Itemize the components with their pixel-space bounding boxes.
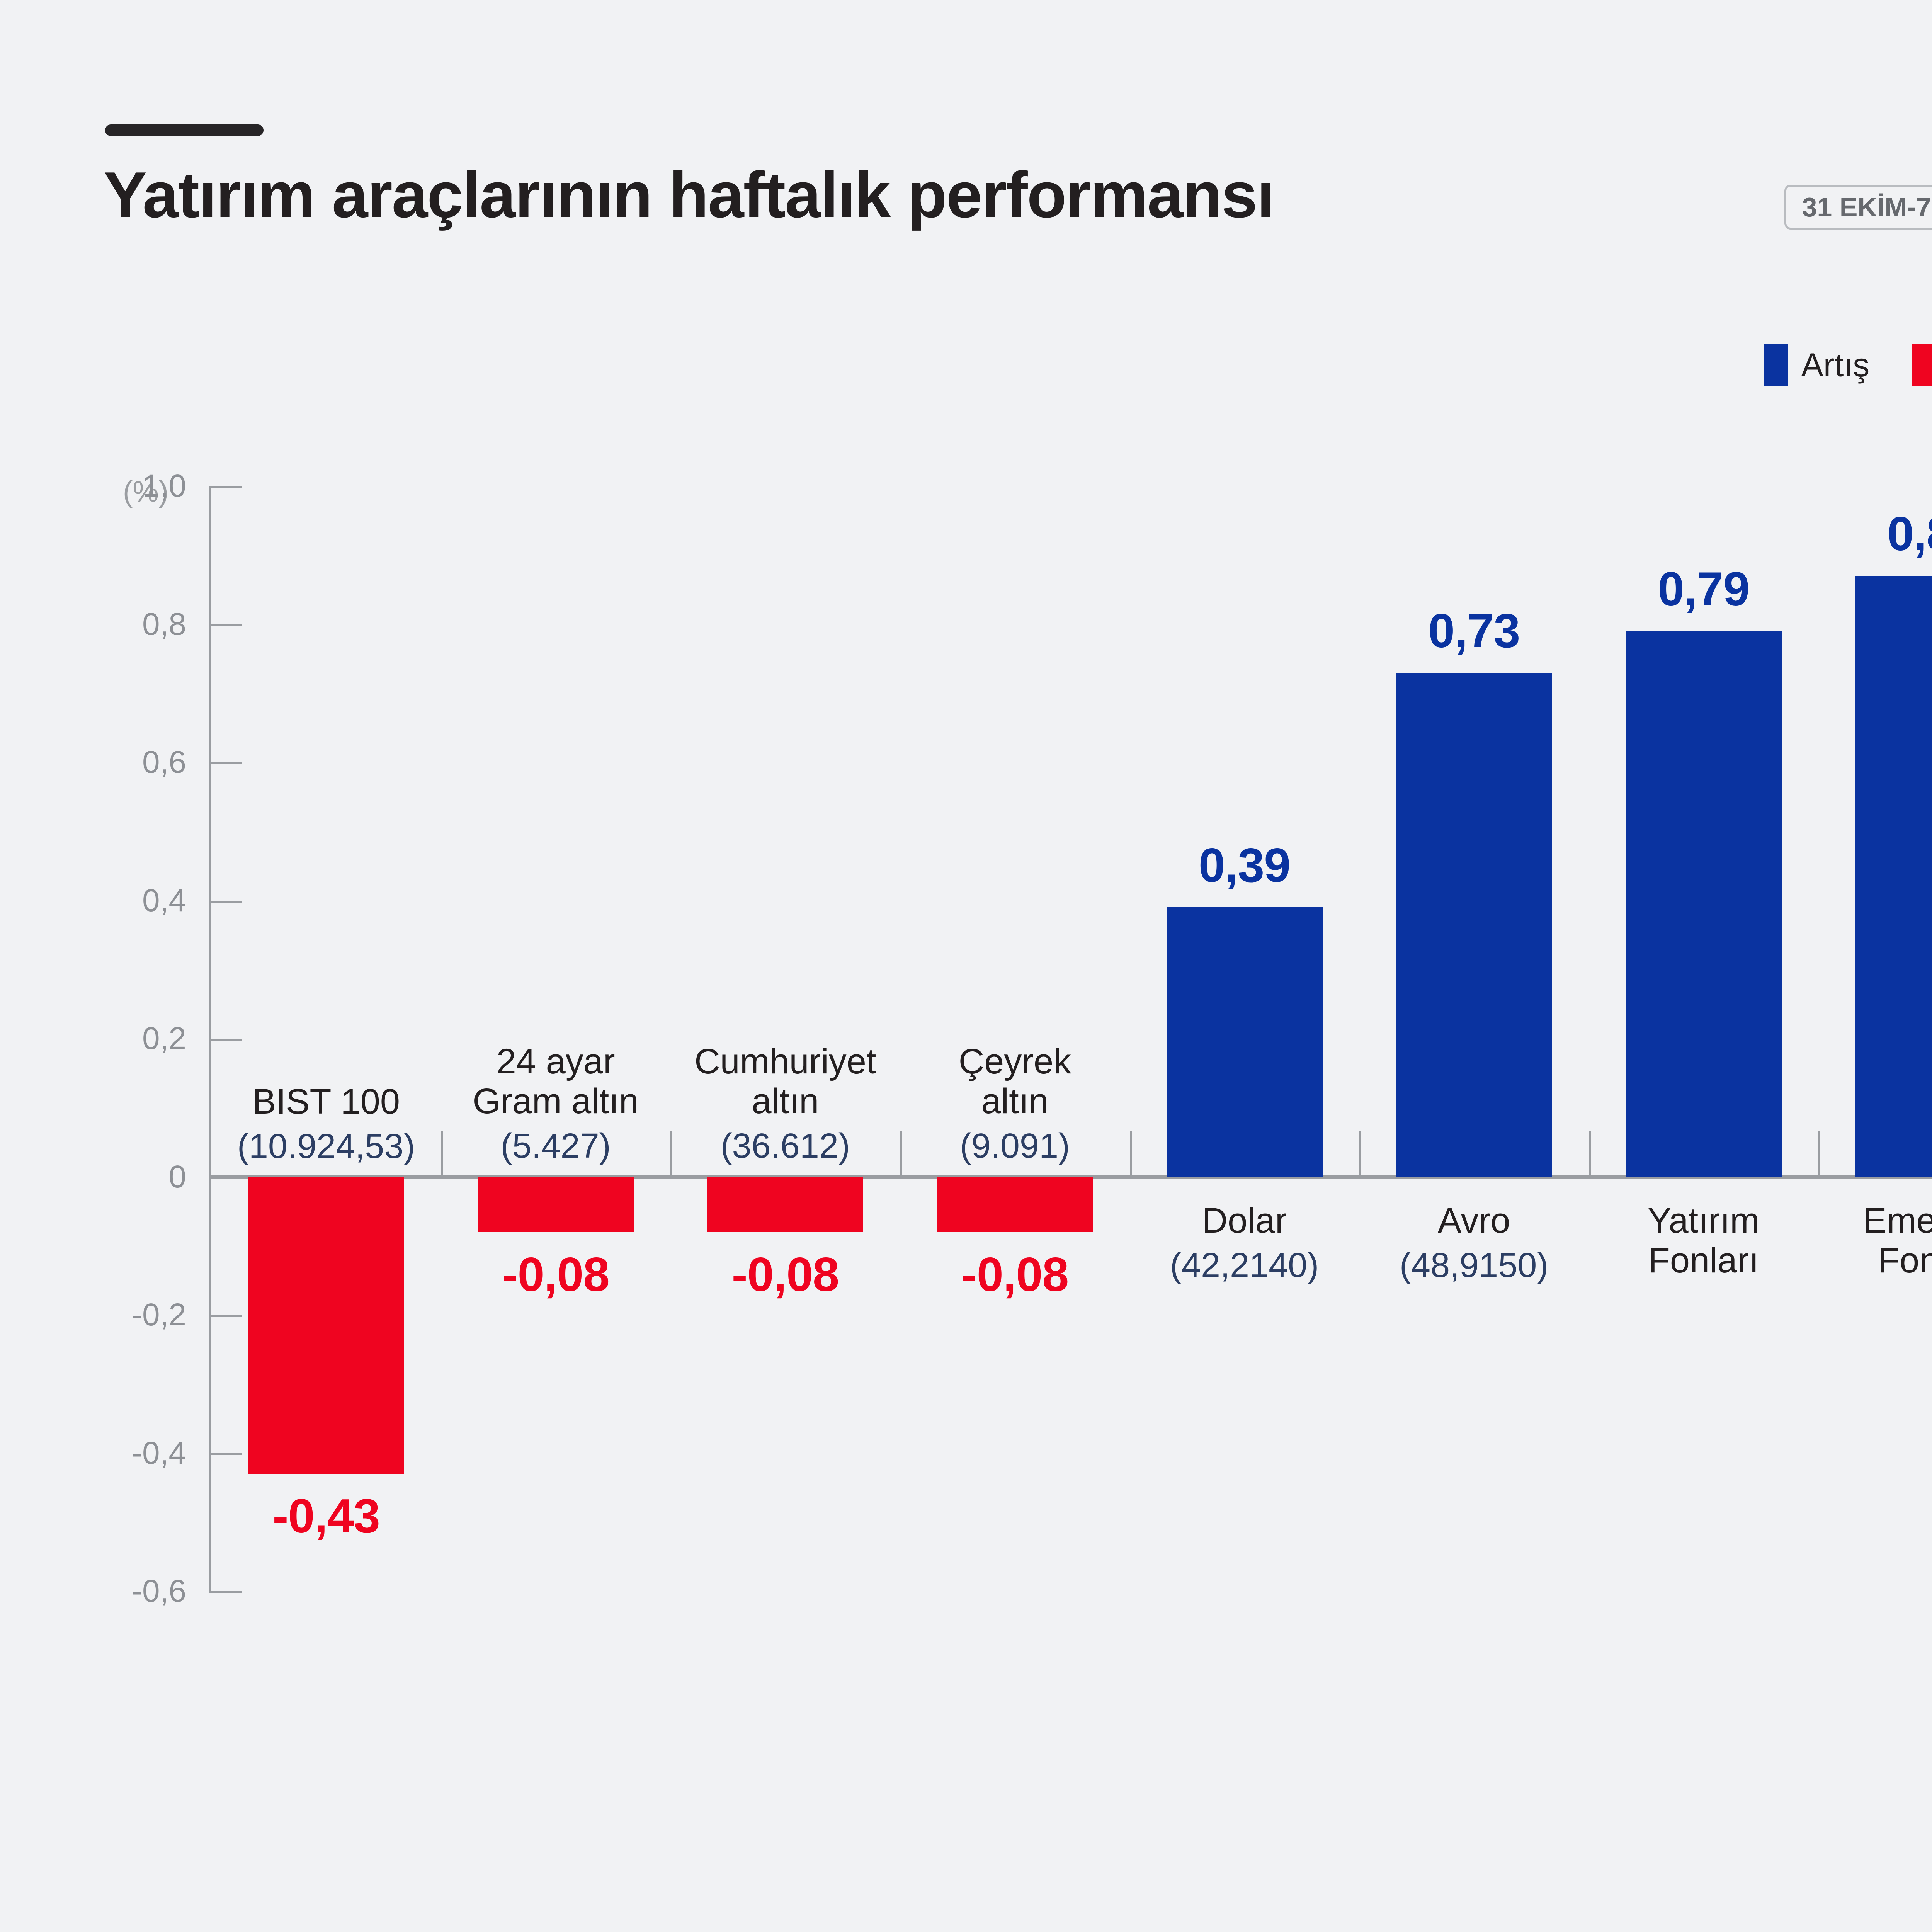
- y-axis-tick-label: -0,6: [131, 1573, 186, 1609]
- y-axis-tick-label: 1,0: [142, 468, 186, 503]
- category-label-name: BIST 100: [252, 1082, 400, 1121]
- y-axis-tick: [209, 1315, 242, 1317]
- chart-legend: Artış Düşüş: [1764, 340, 1932, 390]
- header: Yatırım araçlarının haftalık performansı…: [0, 0, 1932, 286]
- bar-group[interactable]: 0,39 Dolar (42,2140): [1130, 486, 1359, 1591]
- legend-label-artis: Artış: [1801, 347, 1870, 384]
- y-axis-tick: [209, 1453, 242, 1455]
- legend-swatch-icon-dusus: [1912, 344, 1932, 386]
- category-separator: [670, 1131, 673, 1177]
- title-accent-rule: [105, 124, 264, 136]
- bar-group[interactable]: -0,08 Çeyrek altın (9.091): [900, 486, 1129, 1591]
- bar-value-label: -0,08: [961, 1248, 1069, 1301]
- y-axis-tick-label: -0,4: [131, 1435, 186, 1471]
- bar-negative[interactable]: [478, 1177, 634, 1232]
- category-separator: [1818, 1131, 1820, 1177]
- y-axis-unit-label: (%): [123, 475, 169, 508]
- category-label-name: Cumhuriyet altın: [694, 1041, 876, 1121]
- y-axis-tick-label: 0,8: [142, 606, 186, 642]
- category-label-value: (5.427): [500, 1126, 611, 1165]
- y-axis-tick-label: -0,2: [131, 1297, 186, 1332]
- y-axis-tick: [209, 762, 242, 764]
- plot-area: -0,43 BIST 100 (10.924,53) -0,08 24 ayar Gra…: [211, 486, 1932, 1591]
- bar-group[interactable]: -0,43 BIST 100 (10.924,53): [211, 486, 441, 1591]
- legend-swatch-icon-artis: [1764, 344, 1788, 386]
- y-axis-tick: [209, 900, 242, 903]
- bar-group[interactable]: 0,79 Yatırım Fonları: [1589, 486, 1818, 1591]
- y-axis-tick-label: 0,4: [142, 883, 186, 918]
- category-label-name: Avro: [1437, 1201, 1510, 1240]
- bar-positive[interactable]: [1166, 907, 1323, 1177]
- y-axis-tick: [209, 486, 242, 488]
- bar-negative[interactable]: [248, 1177, 405, 1474]
- category-label-name: Dolar: [1202, 1201, 1287, 1240]
- date-range-badge: 31 EKİM-7 KASIM: [1784, 185, 1932, 230]
- bar-positive[interactable]: [1625, 631, 1782, 1177]
- bar-negative[interactable]: [937, 1177, 1093, 1232]
- category-label: Cumhuriyet altın (36.612): [662, 1042, 909, 1166]
- y-axis-tick-label: 0: [168, 1159, 186, 1194]
- category-label-value: (48,9150): [1400, 1246, 1549, 1285]
- category-label: 24 ayar Gram altın (5.427): [432, 1042, 679, 1166]
- legend-item-artis[interactable]: Artış: [1764, 344, 1869, 386]
- bar-positive[interactable]: [1855, 576, 1932, 1177]
- bar-group[interactable]: 0,87 Emeklilik Fonları: [1818, 486, 1932, 1591]
- category-label-name: Yatırım Fonları: [1647, 1201, 1760, 1280]
- bar-value-label: 0,79: [1658, 563, 1750, 616]
- date-range-badge-label: 31 EKİM-7 KASIM: [1802, 192, 1932, 222]
- category-label-name: Emeklilik Fonları: [1863, 1201, 1932, 1280]
- category-label: Emeklilik Fonları: [1810, 1201, 1932, 1281]
- bar-value-label: 0,39: [1198, 839, 1291, 893]
- category-separator: [1359, 1131, 1361, 1177]
- category-label: Yatırım Fonları: [1580, 1201, 1827, 1281]
- bar-group[interactable]: -0,08 Cumhuriyet altın (36.612): [670, 486, 900, 1591]
- category-label-value: (42,2140): [1170, 1246, 1319, 1285]
- category-separator: [1129, 1131, 1132, 1177]
- bar-value-label: 0,87: [1887, 507, 1932, 561]
- bar-negative[interactable]: [707, 1177, 864, 1232]
- legend-item-dusus[interactable]: Düşüş: [1912, 344, 1932, 386]
- y-axis-tick: [209, 624, 242, 626]
- category-label-value: (10.924,53): [237, 1127, 415, 1166]
- category-separator: [1588, 1131, 1591, 1177]
- bar-group[interactable]: -0,08 24 ayar Gram altın (5.427): [441, 486, 670, 1591]
- category-label: Çeyrek altın (9.091): [891, 1042, 1138, 1166]
- bar-value-label: -0,08: [731, 1248, 839, 1301]
- bar-positive[interactable]: [1396, 672, 1552, 1177]
- category-label-value: (9.091): [959, 1126, 1070, 1165]
- category-label-value: (36.612): [720, 1126, 850, 1165]
- category-separator: [900, 1131, 902, 1177]
- y-axis-tick-label: 0,6: [142, 745, 186, 780]
- bar-group[interactable]: 0,73 Avro (48,9150): [1359, 486, 1589, 1591]
- category-label: Dolar (42,2140): [1121, 1201, 1368, 1285]
- category-label-name: 24 ayar Gram altın: [473, 1041, 639, 1121]
- y-axis-tick-label: 0,2: [142, 1021, 186, 1056]
- category-label: BIST 100 (10.924,53): [202, 1082, 450, 1166]
- bar-value-label: -0,43: [272, 1490, 380, 1543]
- bar-value-label: -0,08: [502, 1248, 610, 1301]
- category-separator: [441, 1131, 443, 1177]
- category-label-name: Çeyrek altın: [958, 1041, 1071, 1121]
- category-label: Avro (48,9150): [1350, 1201, 1598, 1285]
- y-axis-tick: [209, 1591, 242, 1593]
- bar-chart: (%) 1,0 0,8 0,6 0,4 0,2 0 -0,2 -0,4 -0,6 -0,43 BI…: [0, 413, 1932, 1932]
- bar-value-label: 0,73: [1428, 604, 1520, 658]
- y-axis-tick: [209, 1039, 242, 1041]
- page-title: Yatırım araçlarının haftalık performansı: [104, 158, 1275, 231]
